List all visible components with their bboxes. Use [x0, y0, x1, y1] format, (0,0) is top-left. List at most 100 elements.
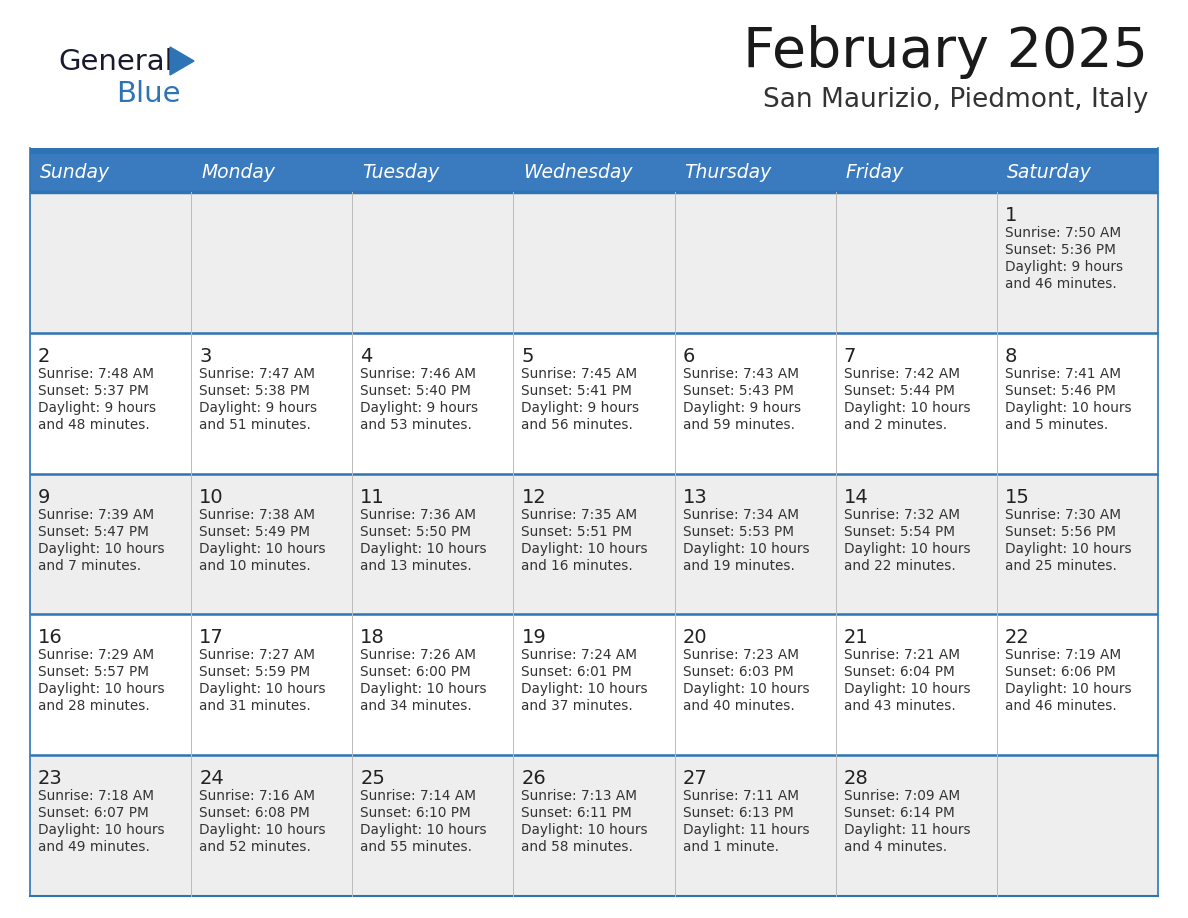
- Text: Sunrise: 7:26 AM: Sunrise: 7:26 AM: [360, 648, 476, 663]
- Text: Sunrise: 7:42 AM: Sunrise: 7:42 AM: [843, 367, 960, 381]
- Text: Sunrise: 7:30 AM: Sunrise: 7:30 AM: [1005, 508, 1120, 521]
- Text: 14: 14: [843, 487, 868, 507]
- Text: Sunset: 5:53 PM: Sunset: 5:53 PM: [683, 524, 794, 539]
- Text: and 46 minutes.: and 46 minutes.: [1005, 700, 1117, 713]
- Text: Daylight: 10 hours: Daylight: 10 hours: [1005, 542, 1131, 555]
- Bar: [30, 333, 1158, 474]
- Text: Daylight: 10 hours: Daylight: 10 hours: [522, 682, 647, 697]
- Text: Daylight: 10 hours: Daylight: 10 hours: [38, 823, 165, 837]
- Text: Sunrise: 7:14 AM: Sunrise: 7:14 AM: [360, 789, 476, 803]
- Text: Daylight: 10 hours: Daylight: 10 hours: [200, 823, 326, 837]
- Text: and 19 minutes.: and 19 minutes.: [683, 558, 795, 573]
- Bar: [30, 192, 1158, 333]
- Text: and 1 minute.: and 1 minute.: [683, 840, 778, 855]
- Text: 3: 3: [200, 347, 211, 365]
- Text: and 7 minutes.: and 7 minutes.: [38, 558, 141, 573]
- Text: and 22 minutes.: and 22 minutes.: [843, 558, 955, 573]
- Text: Sunrise: 7:50 AM: Sunrise: 7:50 AM: [1005, 226, 1121, 240]
- Text: and 43 minutes.: and 43 minutes.: [843, 700, 955, 713]
- Bar: [997, 154, 1158, 192]
- Text: Sunset: 5:37 PM: Sunset: 5:37 PM: [38, 384, 148, 397]
- Text: Daylight: 10 hours: Daylight: 10 hours: [360, 542, 487, 555]
- Text: Daylight: 9 hours: Daylight: 9 hours: [1005, 260, 1123, 274]
- Text: and 52 minutes.: and 52 minutes.: [200, 840, 311, 855]
- Text: 28: 28: [843, 769, 868, 789]
- Text: Daylight: 9 hours: Daylight: 9 hours: [522, 401, 639, 415]
- Text: Sunset: 5:57 PM: Sunset: 5:57 PM: [38, 666, 148, 679]
- Text: Sunrise: 7:39 AM: Sunrise: 7:39 AM: [38, 508, 154, 521]
- Text: Sunset: 6:04 PM: Sunset: 6:04 PM: [843, 666, 954, 679]
- Text: Sunrise: 7:19 AM: Sunrise: 7:19 AM: [1005, 648, 1121, 663]
- Text: Daylight: 10 hours: Daylight: 10 hours: [360, 682, 487, 697]
- Text: Daylight: 10 hours: Daylight: 10 hours: [360, 823, 487, 837]
- Text: General: General: [58, 48, 172, 76]
- Text: Sunrise: 7:45 AM: Sunrise: 7:45 AM: [522, 367, 638, 381]
- Text: Sunrise: 7:48 AM: Sunrise: 7:48 AM: [38, 367, 154, 381]
- Text: and 55 minutes.: and 55 minutes.: [360, 840, 473, 855]
- Text: and 49 minutes.: and 49 minutes.: [38, 840, 150, 855]
- Text: Sunset: 5:40 PM: Sunset: 5:40 PM: [360, 384, 472, 397]
- Text: and 56 minutes.: and 56 minutes.: [522, 418, 633, 431]
- Bar: [30, 756, 1158, 896]
- Text: and 28 minutes.: and 28 minutes.: [38, 700, 150, 713]
- Text: 16: 16: [38, 629, 63, 647]
- Text: Sunset: 5:49 PM: Sunset: 5:49 PM: [200, 524, 310, 539]
- Text: 4: 4: [360, 347, 373, 365]
- Text: Wednesday: Wednesday: [524, 163, 633, 183]
- Bar: [513, 154, 675, 192]
- Bar: [191, 154, 353, 192]
- Text: Daylight: 10 hours: Daylight: 10 hours: [1005, 682, 1131, 697]
- Text: Sunrise: 7:29 AM: Sunrise: 7:29 AM: [38, 648, 154, 663]
- Text: and 37 minutes.: and 37 minutes.: [522, 700, 633, 713]
- Text: 15: 15: [1005, 487, 1030, 507]
- Text: Sunset: 6:13 PM: Sunset: 6:13 PM: [683, 806, 794, 820]
- Text: Sunset: 5:41 PM: Sunset: 5:41 PM: [522, 384, 632, 397]
- Text: Sunset: 6:11 PM: Sunset: 6:11 PM: [522, 806, 632, 820]
- Text: Sunset: 5:43 PM: Sunset: 5:43 PM: [683, 384, 794, 397]
- Text: Sunset: 6:06 PM: Sunset: 6:06 PM: [1005, 666, 1116, 679]
- Bar: [30, 154, 191, 192]
- Text: and 16 minutes.: and 16 minutes.: [522, 558, 633, 573]
- Bar: [30, 474, 1158, 614]
- Text: Daylight: 10 hours: Daylight: 10 hours: [522, 542, 647, 555]
- Text: Sunset: 5:44 PM: Sunset: 5:44 PM: [843, 384, 955, 397]
- Text: 18: 18: [360, 629, 385, 647]
- Text: and 4 minutes.: and 4 minutes.: [843, 840, 947, 855]
- Text: Sunset: 5:54 PM: Sunset: 5:54 PM: [843, 524, 955, 539]
- Bar: [30, 148, 1158, 154]
- Text: Sunrise: 7:21 AM: Sunrise: 7:21 AM: [843, 648, 960, 663]
- Text: and 58 minutes.: and 58 minutes.: [522, 840, 633, 855]
- Text: and 59 minutes.: and 59 minutes.: [683, 418, 795, 431]
- Text: Sunset: 6:08 PM: Sunset: 6:08 PM: [200, 806, 310, 820]
- Text: and 10 minutes.: and 10 minutes.: [200, 558, 311, 573]
- Text: 12: 12: [522, 487, 546, 507]
- Text: Sunrise: 7:16 AM: Sunrise: 7:16 AM: [200, 789, 315, 803]
- Text: Saturday: Saturday: [1007, 163, 1092, 183]
- Text: 11: 11: [360, 487, 385, 507]
- Text: Sunrise: 7:18 AM: Sunrise: 7:18 AM: [38, 789, 154, 803]
- Text: and 53 minutes.: and 53 minutes.: [360, 418, 472, 431]
- Text: Daylight: 9 hours: Daylight: 9 hours: [683, 401, 801, 415]
- Text: Daylight: 10 hours: Daylight: 10 hours: [200, 542, 326, 555]
- Text: Daylight: 11 hours: Daylight: 11 hours: [683, 823, 809, 837]
- Text: Daylight: 10 hours: Daylight: 10 hours: [522, 823, 647, 837]
- Text: 1: 1: [1005, 206, 1017, 225]
- Text: Sunrise: 7:32 AM: Sunrise: 7:32 AM: [843, 508, 960, 521]
- Text: 21: 21: [843, 629, 868, 647]
- Text: and 5 minutes.: and 5 minutes.: [1005, 418, 1108, 431]
- Text: and 25 minutes.: and 25 minutes.: [1005, 558, 1117, 573]
- Text: and 40 minutes.: and 40 minutes.: [683, 700, 795, 713]
- Text: Sunset: 6:07 PM: Sunset: 6:07 PM: [38, 806, 148, 820]
- Text: Sunrise: 7:11 AM: Sunrise: 7:11 AM: [683, 789, 798, 803]
- Text: and 34 minutes.: and 34 minutes.: [360, 700, 472, 713]
- Text: 6: 6: [683, 347, 695, 365]
- Text: Sunset: 5:59 PM: Sunset: 5:59 PM: [200, 666, 310, 679]
- Text: 17: 17: [200, 629, 223, 647]
- Text: Daylight: 10 hours: Daylight: 10 hours: [1005, 401, 1131, 415]
- Text: 9: 9: [38, 487, 50, 507]
- Text: Daylight: 10 hours: Daylight: 10 hours: [843, 401, 971, 415]
- Text: Daylight: 10 hours: Daylight: 10 hours: [843, 682, 971, 697]
- Text: Daylight: 9 hours: Daylight: 9 hours: [200, 401, 317, 415]
- Text: Sunrise: 7:35 AM: Sunrise: 7:35 AM: [522, 508, 638, 521]
- Text: Daylight: 10 hours: Daylight: 10 hours: [843, 542, 971, 555]
